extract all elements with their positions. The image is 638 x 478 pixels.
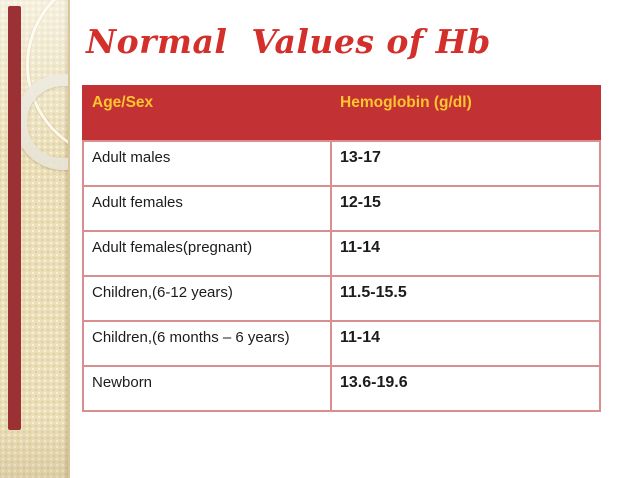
left-accent-bar — [8, 6, 21, 430]
column-header-hemoglobin: Hemoglobin (g/dl) — [330, 85, 601, 142]
column-header-age-sex: Age/Sex — [82, 85, 332, 142]
row-value: 11-14 — [330, 230, 601, 277]
row-label: Adult females — [82, 185, 332, 232]
row-value: 11-14 — [330, 320, 601, 367]
row-value: 13-17 — [330, 140, 601, 187]
row-label: Adult females(pregnant) — [82, 230, 332, 277]
row-label: Newborn — [82, 365, 332, 412]
table-row: Adult males 13-17 — [82, 140, 601, 187]
table-header-row: Age/Sex Hemoglobin (g/dl) — [82, 85, 601, 142]
table-row: Children,(6 months – 6 years) 11-14 — [82, 320, 601, 367]
row-value: 12-15 — [330, 185, 601, 232]
row-label: Children,(6-12 years) — [82, 275, 332, 322]
table-row: Adult females(pregnant) 11-14 — [82, 230, 601, 277]
row-value: 13.6-19.6 — [330, 365, 601, 412]
row-value: 11.5-15.5 — [330, 275, 601, 322]
table-row: Children,(6-12 years) 11.5-15.5 — [82, 275, 601, 322]
table-row: Newborn 13.6-19.6 — [82, 365, 601, 412]
table-row: Adult females 12-15 — [82, 185, 601, 232]
row-label: Adult males — [82, 140, 332, 187]
row-label: Children,(6 months – 6 years) — [82, 320, 332, 367]
slide-title: Normal Values of Hb — [86, 22, 491, 61]
hb-values-table: Age/Sex Hemoglobin (g/dl) Adult males 13… — [82, 85, 601, 412]
